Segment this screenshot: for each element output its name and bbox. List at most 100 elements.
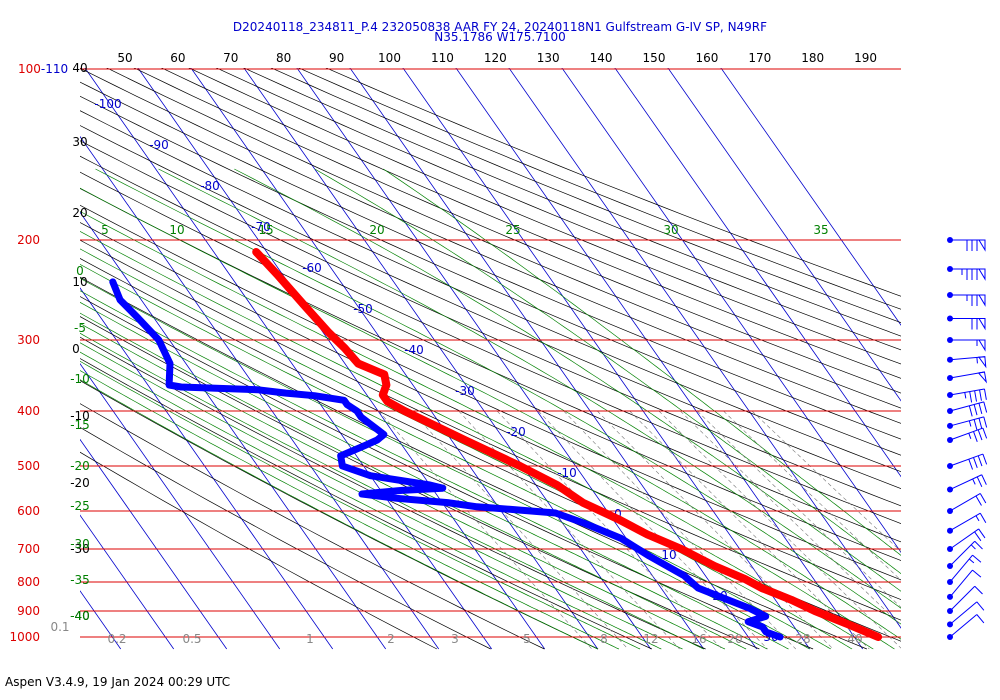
mixing-ratio-line [597,410,834,650]
mixing-ratio-label: 16 [691,632,706,646]
moist-adiabat-label: -40 [70,609,90,623]
isotherm-line [0,56,68,649]
height-label: -30 [70,542,90,556]
wind-barb [947,371,988,384]
dry-adiabat-line [80,110,901,473]
moist-adiabat-line [80,322,726,650]
dry-adiabat-line [80,426,491,650]
theta-tick-label: 110 [431,51,454,65]
mixing-ratio-label: 5 [523,632,531,646]
height-label: -10 [70,409,90,423]
isotherm-line [80,287,334,650]
height-label: 20 [72,206,87,220]
moist-adiabat-line [383,168,901,556]
pressure-label: 900 [17,604,40,618]
height-label: 40 [72,61,87,75]
wind-barb [947,315,986,331]
dry-adiabat-line [188,68,901,365]
wind-barb [947,266,986,281]
theta-tick-label: 130 [537,51,560,65]
wind-barb [947,493,987,514]
mixing-ratio-label: 3 [451,632,459,646]
height-label: 10 [72,275,87,289]
theta-tick-label: 170 [748,51,771,65]
theta-tick-label: 80 [276,51,291,65]
mixing-ratio-label: 12 [643,632,658,646]
isotherm-label: -80 [200,179,220,193]
wind-barb [947,540,983,570]
isotherm-line [508,68,901,629]
dry-adiabat-line [80,155,901,524]
mixing-ratio-line [697,410,901,608]
theta-tick-label: 150 [643,51,666,65]
wind-barb [947,528,986,553]
mixing-ratio-label: 0.5 [182,632,201,646]
wind-barb [947,292,986,307]
moist-adiabat-label: -30 [70,537,90,551]
isotherm-line [80,438,228,650]
isotherm-label: -30 [455,384,475,398]
temperature-profile [252,248,883,641]
theta-tick-label: 120 [484,51,507,65]
pressure-label: 400 [17,404,40,418]
moist-adiabat-line [80,360,641,650]
isotherm-line [0,56,15,649]
theta-tick-label: 160 [695,51,718,65]
theta-e-label: 20 [369,223,384,237]
wind-barb [947,569,982,600]
isotherm-line [720,68,901,326]
dry-adiabat-line [325,68,901,297]
moist-adiabat-line [80,248,853,650]
mixing-ratio-label: 8 [600,632,608,646]
moist-adiabat-label: -5 [74,321,86,335]
theta-e-label: 15 [258,223,273,237]
dry-adiabat-line [270,68,901,323]
mixing-ratio-line [458,410,680,650]
wind-barb [947,356,987,369]
moist-adiabat-line [80,342,683,650]
isotherm-line [667,68,901,402]
dry-adiabat-line [80,95,901,456]
wind-barb [947,388,987,403]
wind-barb [947,554,982,585]
isotherm-label: -40 [404,343,424,357]
dry-adiabat-line [80,451,438,650]
wind-barbs [947,236,988,640]
dry-adiabat-line [80,316,760,650]
mixing-ratio-label: 28 [795,632,810,646]
wind-barb [947,427,988,444]
wind-barb [947,601,985,628]
isotherm-label: -60 [302,261,322,275]
wind-barb [947,416,988,431]
theta-e-label: 30 [663,223,678,237]
wind-barb [947,401,988,417]
dry-adiabat-line [80,380,599,650]
height-label: -40 [70,609,90,623]
dry-adiabat-line [80,358,653,650]
moist-adiabat-line [80,187,901,640]
moist-adiabat-label: -25 [70,499,90,513]
isotherm-label: -100 [94,97,121,111]
height-label: -20 [70,476,90,490]
dry-adiabat-line [106,68,901,409]
moist-adiabat-line [158,168,901,609]
dry-adiabat-line [215,68,901,351]
wind-barb [947,614,985,640]
wind-barb [947,512,987,534]
moist-adiabat-label: -10 [70,372,90,386]
mixing-ratio-line [378,410,593,650]
theta-tick-label: 180 [801,51,824,65]
sounding-profiles [109,248,883,641]
mixing-ratio-label: 0.1 [50,620,69,634]
height-label: 0 [72,342,80,356]
pressure-label: 200 [17,233,40,247]
dry-adiabat-line [80,258,901,642]
dry-adiabat-line [80,403,545,650]
moist-adiabat-label: 0 [76,264,84,278]
pressure-label: 300 [17,333,40,347]
dry-adiabat-line [80,204,901,581]
pressure-label: 700 [17,542,40,556]
dry-adiabat-line [80,276,868,650]
pressure-label: 100-110 [18,62,68,76]
mixing-ratio-line [496,410,723,650]
